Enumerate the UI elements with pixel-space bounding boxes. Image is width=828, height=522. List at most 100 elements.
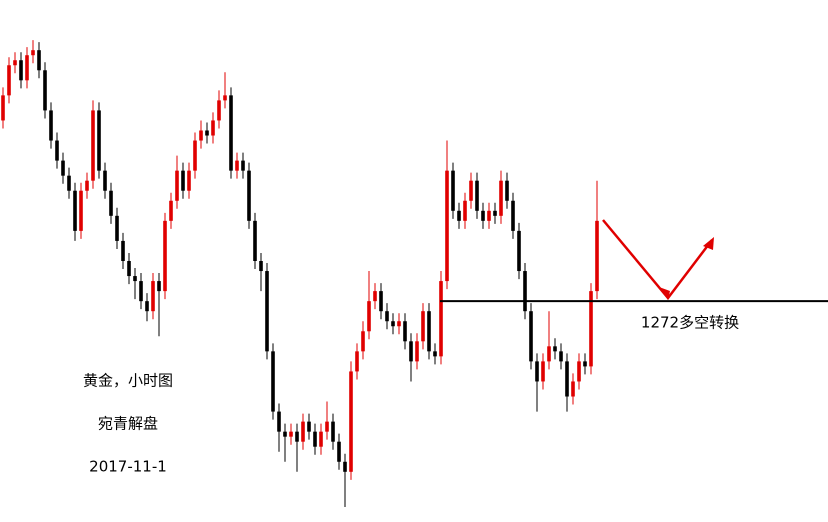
candle-body	[217, 100, 221, 121]
arrow-head	[659, 287, 670, 300]
note: 黄金，小时图	[83, 372, 173, 390]
candle-body	[337, 441, 341, 462]
candle-body	[481, 210, 485, 221]
candle-body	[1, 95, 5, 121]
candle-body	[493, 210, 497, 216]
candle-body	[319, 431, 323, 447]
candle-body	[187, 170, 191, 191]
candle-body	[19, 60, 23, 81]
candle-body	[139, 281, 143, 302]
candle-body	[13, 60, 17, 66]
candle-body	[433, 351, 437, 357]
candle-body	[313, 431, 317, 447]
candle-body	[457, 210, 461, 221]
note: 2017-11-1	[89, 458, 167, 476]
candle-body	[517, 230, 521, 272]
candle-body	[415, 341, 419, 362]
candle-body	[109, 190, 113, 216]
candle-body	[85, 180, 89, 191]
candle-body	[103, 170, 107, 191]
candle-body	[397, 321, 401, 327]
candle-body	[91, 110, 95, 181]
candle-body	[241, 160, 245, 171]
candle-body	[403, 321, 407, 342]
candle-body	[67, 175, 71, 191]
candle-body	[127, 261, 131, 277]
candle-body	[169, 200, 173, 221]
candle-body	[439, 281, 443, 357]
candle-body	[193, 140, 197, 171]
candle-body	[505, 180, 509, 201]
candle-body	[79, 190, 83, 231]
candle-body	[73, 190, 77, 231]
candle-body	[151, 281, 155, 312]
candle-body	[379, 291, 383, 312]
candle-body	[409, 341, 413, 362]
candle-body	[565, 361, 569, 397]
candle-body	[343, 461, 347, 472]
candle-body	[55, 140, 59, 161]
candle-body	[553, 346, 557, 352]
candle-body	[145, 301, 149, 312]
arrow-head	[703, 237, 714, 250]
candle-body	[211, 120, 215, 136]
candle-body	[163, 220, 167, 292]
candle-body	[301, 421, 305, 442]
candle-body	[451, 170, 455, 211]
candle-body	[289, 431, 293, 437]
candle-body	[37, 50, 41, 71]
candle-body	[547, 346, 551, 362]
candle-body	[31, 50, 35, 56]
candle-body	[589, 291, 593, 367]
candle-body	[367, 301, 371, 332]
candle-body	[421, 311, 425, 342]
candle-body	[559, 351, 563, 362]
candle-body	[265, 271, 269, 352]
candle-body	[307, 421, 311, 432]
candle-body	[427, 311, 431, 352]
candle-body	[283, 431, 287, 437]
candle-body	[115, 215, 119, 241]
candle-body	[475, 180, 479, 211]
candle-body	[541, 361, 545, 382]
candle-body	[181, 170, 185, 191]
candle-body	[385, 311, 389, 322]
candle-body	[121, 240, 125, 261]
candle-body	[49, 110, 53, 141]
candle-body	[487, 210, 491, 221]
candle-body	[43, 70, 47, 111]
candle-body	[229, 95, 233, 171]
candle-body	[373, 291, 377, 302]
candle-body	[361, 331, 365, 352]
candle-body	[157, 281, 161, 292]
candle-body	[223, 95, 227, 101]
candle-body	[235, 160, 239, 171]
candle-body	[499, 180, 503, 216]
candle-body	[205, 130, 209, 136]
candle-body	[529, 311, 533, 362]
candle-body	[463, 200, 467, 221]
candle-body	[511, 200, 515, 231]
candle-body	[571, 381, 575, 397]
candle-body	[7, 65, 11, 96]
candle-body	[133, 276, 137, 282]
candle-body	[253, 220, 257, 261]
candle-body	[349, 371, 353, 472]
candle-body	[445, 170, 449, 282]
candle-body	[247, 170, 251, 221]
level-label: 1272多空转换	[641, 314, 739, 332]
candle-body	[535, 361, 539, 382]
candle-body	[277, 411, 281, 432]
candle-body	[355, 351, 359, 372]
candle-body	[271, 351, 275, 412]
candle-body	[595, 220, 599, 292]
candle-body	[523, 271, 527, 312]
candle-body	[577, 361, 581, 382]
candle-body	[61, 160, 65, 176]
candle-body	[259, 261, 263, 272]
candle-body	[391, 321, 395, 327]
candle-body	[175, 170, 179, 201]
